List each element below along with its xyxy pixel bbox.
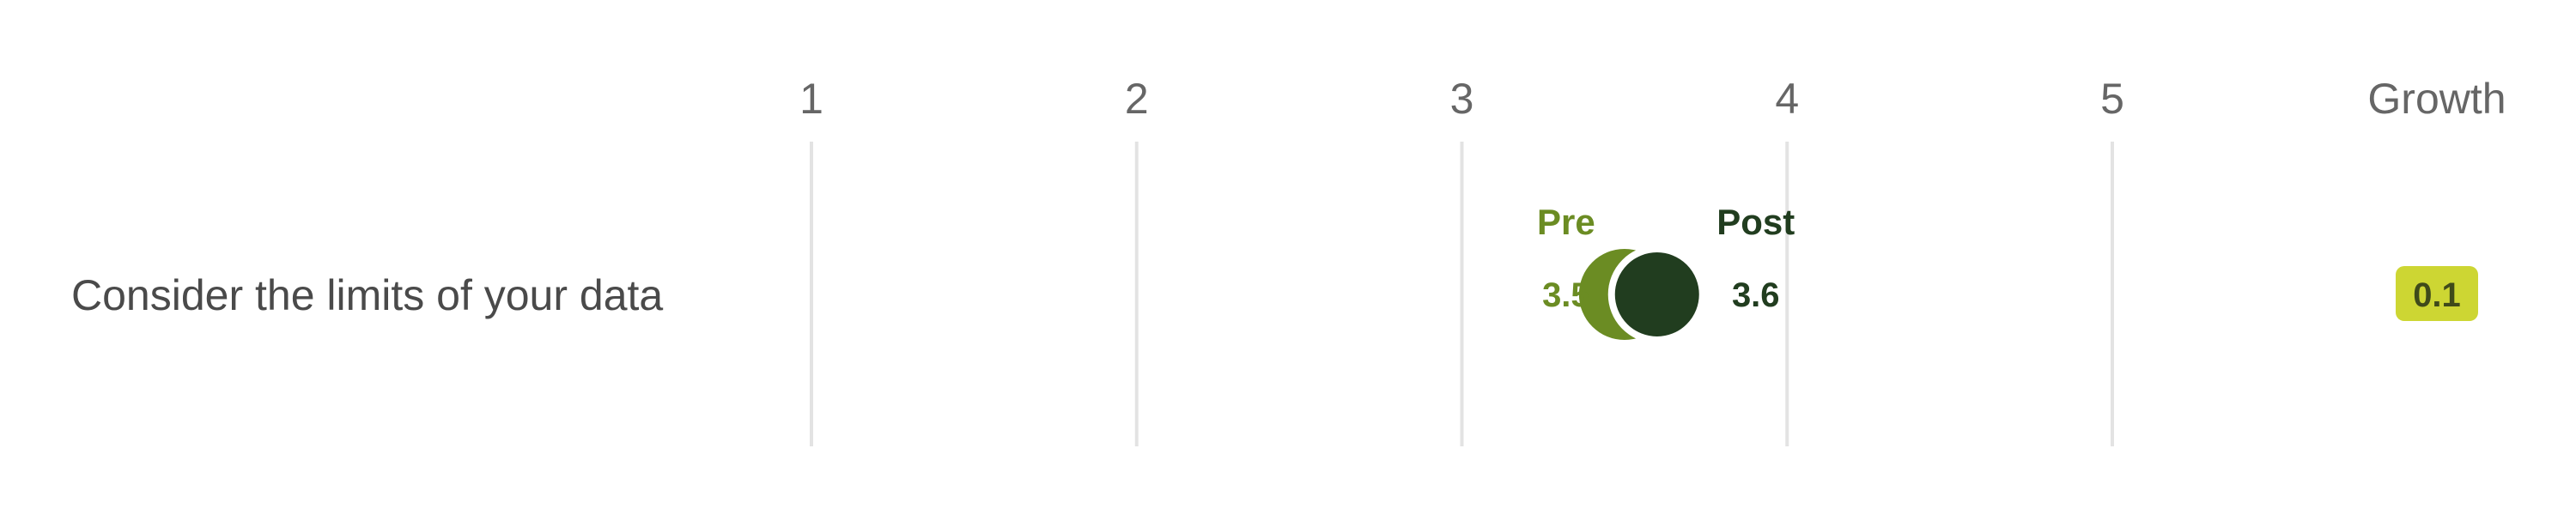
x-tick-label: 5: [2100, 75, 2124, 123]
post-value-label: 3.6: [1732, 276, 1780, 314]
row-label: Consider the limits of your data: [71, 271, 663, 319]
gridlines: [810, 142, 2114, 446]
growth-column-header: Growth: [2367, 75, 2506, 123]
growth-value: 0.1: [2413, 276, 2461, 314]
post-series-label: Post: [1716, 202, 1795, 242]
x-tick-label: 3: [1450, 75, 1474, 123]
x-tick-label: 2: [1125, 75, 1149, 123]
pre-value-label: 3.5: [1542, 276, 1590, 314]
x-tick-label: 4: [1775, 75, 1799, 123]
growth-badge: [2396, 266, 2478, 321]
pre-series-label: Pre: [1537, 202, 1595, 242]
x-axis-ticks: 1 2 3 4 5: [799, 75, 2124, 123]
post-dot: [1607, 245, 1706, 343]
chart-rows: Consider the limits of your data Pre Post 3…: [71, 202, 2478, 343]
x-tick-label: 1: [799, 75, 823, 123]
chart-row: Consider the limits of your data Pre Post 3…: [71, 202, 2478, 343]
